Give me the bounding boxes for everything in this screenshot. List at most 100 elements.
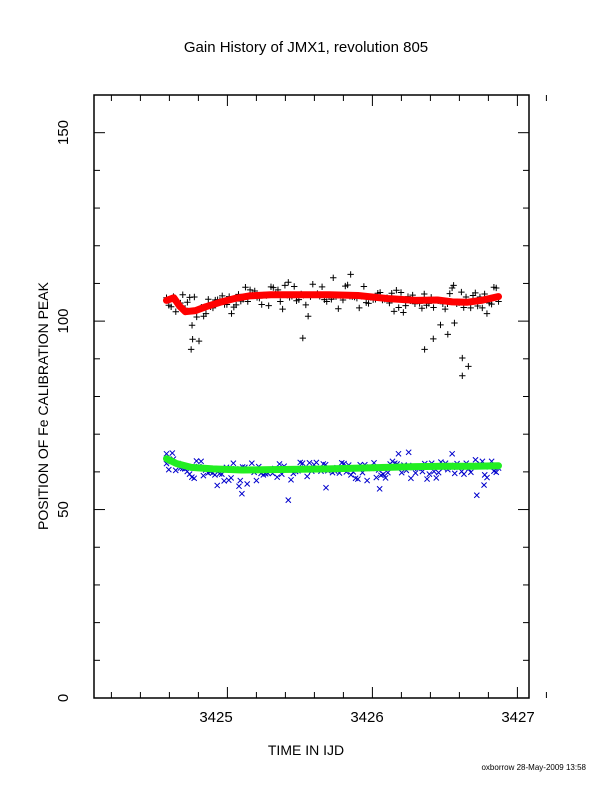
x-marker [193,457,200,464]
x-marker [364,477,371,484]
x-marker [228,474,235,481]
x-marker [481,482,488,489]
plus-marker [304,313,312,320]
x-marker [433,474,440,481]
x-marker [306,459,313,466]
plus-marker [467,304,474,312]
plus-marker [242,284,249,291]
x-marker [198,458,205,465]
x-marker [373,474,380,481]
x-marker [236,483,242,490]
x-axis-ticks [110,95,547,698]
plus-marker [318,283,326,291]
x-marker [200,472,207,479]
x-marker [407,475,414,482]
x-marker [230,460,237,467]
x-marker [467,469,474,476]
x-marker [214,482,221,489]
plus-marker [270,284,277,291]
x-marker [211,471,218,478]
fit-line-0 [163,291,502,316]
x-marker [285,497,292,504]
x-marker [313,459,320,466]
series-1 [163,449,502,504]
plus-marker [195,337,203,345]
x-marker [274,474,281,481]
plus-marker [397,289,405,296]
plus-marker [488,300,495,308]
x-marker [299,460,306,467]
x-marker [412,470,419,476]
plus-marker [291,283,298,290]
plus-marker [279,305,286,313]
plot-frame [93,94,530,699]
x-tick-label-3426: 3426 [350,709,383,726]
x-marker [237,477,244,484]
x-marker [172,467,179,474]
plus-marker [188,322,196,329]
plus-marker [205,296,212,303]
x-marker [376,485,383,492]
plus-marker [202,310,210,317]
y-axis-ticks [94,94,529,699]
x-marker [395,450,402,457]
x-marker [382,474,389,481]
x-marker [169,450,176,456]
plus-marker [430,335,437,343]
plus-marker [191,293,198,301]
plus-marker [167,303,175,311]
plus-marker [323,298,330,305]
x-marker [451,470,458,477]
plus-marker [446,290,453,297]
plus-marker [458,288,465,296]
x-marker [473,492,480,499]
plus-marker [402,302,409,309]
x-marker [276,461,283,467]
plus-marker [189,336,196,343]
plus-marker [430,304,437,311]
plus-marker [309,280,316,288]
y-tick-labels: 0 50 100 150 [55,120,72,702]
x-marker [163,450,170,457]
plus-marker [187,346,195,353]
x-tick-label-3425: 3425 [199,709,232,726]
x-marker [244,480,251,487]
series-0 [163,271,502,379]
x-marker [405,449,412,456]
x-marker [472,456,479,463]
plus-marker [277,298,284,305]
x-marker [191,475,198,482]
plus-marker [281,282,289,289]
footer-stamp: oxborrow 28-May-2009 13:58 [481,763,586,772]
plus-marker [344,281,351,289]
y-tick-label-150: 150 [55,120,72,145]
x-axis-label: TIME IN IJD [268,742,344,758]
x-marker [221,477,228,484]
fit-line-1 [163,455,502,474]
x-marker [435,469,442,476]
x-marker [288,476,294,483]
plus-marker [437,321,444,329]
plus-marker [418,305,426,312]
plus-marker [444,331,451,338]
x-marker [424,476,431,482]
data-layer [163,271,502,504]
plus-marker [299,334,306,342]
plus-marker [465,363,472,370]
x-tick-labels: 3425 3426 3427 [199,709,534,726]
plus-marker [395,304,402,311]
plus-marker [365,300,372,307]
plus-marker [285,279,292,286]
plus-marker [479,304,486,312]
plus-marker [232,301,240,309]
plus-marker [459,372,466,379]
plus-marker [448,284,456,292]
x-marker [354,476,361,482]
plus-marker [421,290,428,298]
plus-marker [258,301,265,308]
y-tick-label-0: 0 [55,694,72,702]
x-marker [348,471,354,478]
x-marker [426,471,433,478]
plus-marker [360,283,368,290]
